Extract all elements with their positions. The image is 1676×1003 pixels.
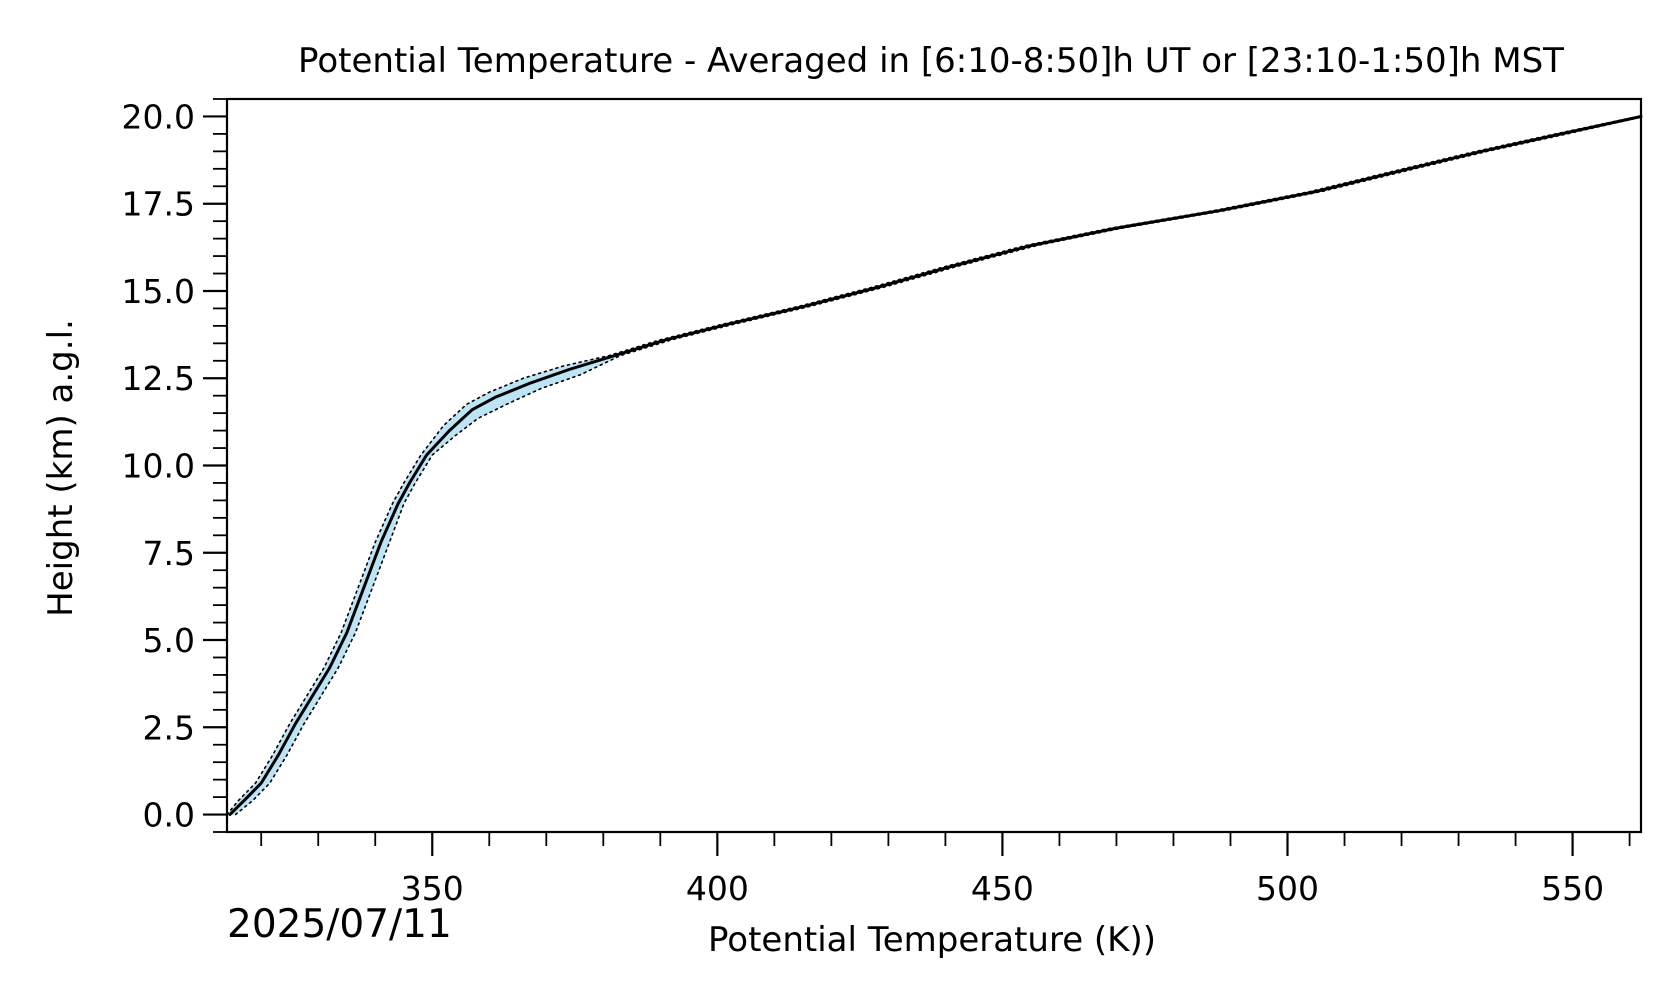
plot-background: [227, 99, 1641, 832]
date-label: 2025/07/11: [227, 902, 452, 947]
chart-title: Potential Temperature - Averaged in [6:1…: [298, 41, 1564, 81]
plot-area: [225, 97, 1643, 834]
x-tick-label: 400: [686, 869, 749, 908]
y-axis: 0.0 2.5 5.0 7.5 10.0 12.5 15.0 17.5 20.0: [122, 97, 227, 835]
y-tick-label: 20.0: [122, 97, 195, 136]
mean-profile-line: [228, 115, 1643, 816]
y-tick-label: 12.5: [122, 359, 195, 398]
data-series: [226, 115, 1645, 816]
y-tick-label: 0.0: [143, 796, 195, 835]
x-tick-label: 550: [1541, 869, 1604, 908]
y-tick-label: 17.5: [122, 185, 195, 224]
y-tick-label: 7.5: [143, 534, 195, 573]
x-axis: 350 400 450 500 550: [260, 832, 1631, 908]
x-tick-label: 500: [1256, 869, 1319, 908]
x-tick-label: 350: [401, 869, 464, 908]
y-tick-label: 5.0: [143, 621, 195, 660]
y-tick-label: 10.0: [122, 447, 195, 486]
y-tick-label: 15.0: [122, 272, 195, 311]
y-axis-label: Height (km) a.g.l.: [41, 319, 81, 617]
x-tick-label: 450: [971, 869, 1034, 908]
x-axis-label: Potential Temperature (K)): [708, 920, 1156, 960]
y-tick-label: 2.5: [143, 708, 195, 747]
lower-bound-line: [234, 115, 1645, 816]
